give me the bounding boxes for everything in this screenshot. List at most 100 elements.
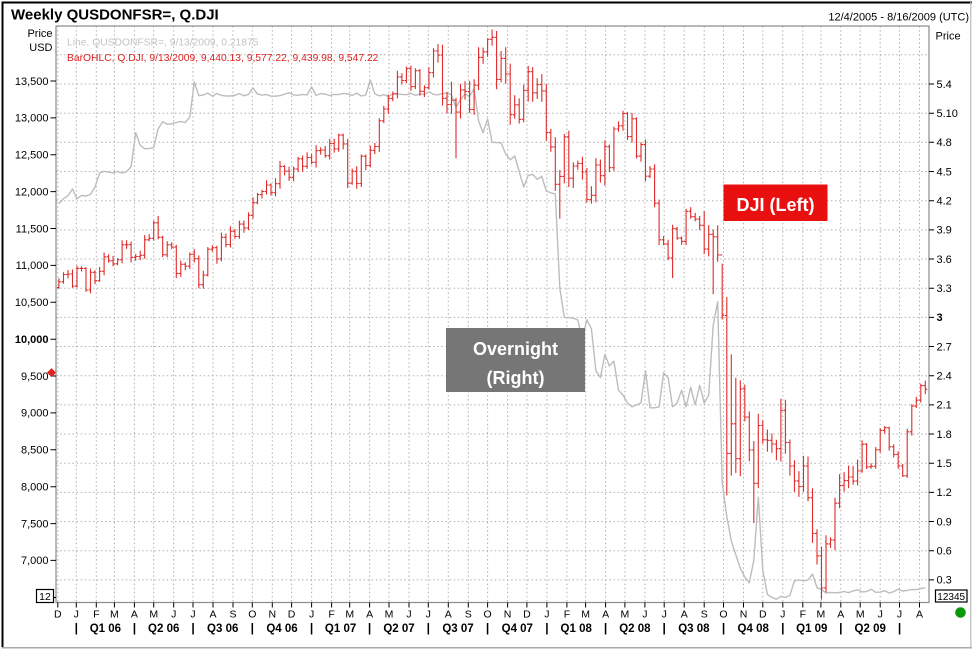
svg-text:A: A	[681, 609, 688, 621]
svg-text:2.4: 2.4	[937, 371, 952, 383]
svg-text:Q3 06: Q3 06	[207, 623, 238, 635]
svg-text:M: M	[621, 609, 630, 621]
svg-text:Line, QUSDONFSR=, 9/13/2009, 0: Line, QUSDONFSR=, 9/13/2009, 0.21875	[67, 38, 259, 49]
svg-text:O: O	[719, 609, 727, 621]
svg-text:J: J	[878, 609, 883, 621]
svg-text:F: F	[328, 609, 334, 621]
svg-text:A: A	[209, 609, 216, 621]
svg-text:8,000: 8,000	[21, 482, 49, 494]
svg-text:A: A	[602, 609, 609, 621]
svg-text:13,000: 13,000	[15, 113, 49, 125]
svg-text:DJI (Left): DJI (Left)	[737, 195, 815, 215]
svg-text:0.3: 0.3	[937, 575, 952, 587]
svg-text:5.10: 5.10	[937, 108, 958, 120]
svg-text:1.2: 1.2	[937, 487, 952, 499]
svg-text:13,500: 13,500	[15, 76, 49, 88]
svg-text:(Right): (Right)	[487, 368, 545, 388]
svg-text:Q4 08: Q4 08	[738, 623, 770, 635]
svg-text:Q3 07: Q3 07	[442, 623, 473, 635]
svg-text:M: M	[110, 609, 119, 621]
svg-text:S: S	[465, 609, 472, 621]
svg-text:N: N	[504, 609, 512, 621]
svg-text:|: |	[781, 621, 784, 635]
svg-text:4.8: 4.8	[937, 137, 952, 149]
svg-text:|: |	[310, 621, 313, 635]
svg-text:Q2 09: Q2 09	[855, 623, 886, 635]
svg-text:4.2: 4.2	[937, 196, 952, 208]
svg-text:2.7: 2.7	[937, 341, 952, 353]
svg-text:USD: USD	[29, 42, 52, 54]
svg-text:|: |	[663, 621, 666, 635]
svg-text:M: M	[385, 609, 394, 621]
svg-text:A: A	[445, 609, 452, 621]
svg-text:3.9: 3.9	[937, 225, 952, 237]
svg-text:Q4 07: Q4 07	[502, 623, 533, 635]
svg-text:D: D	[288, 609, 296, 621]
svg-text:12,500: 12,500	[15, 150, 49, 162]
svg-text:J: J	[544, 609, 549, 621]
svg-text:9,000: 9,000	[21, 408, 49, 420]
svg-text:Q1 08: Q1 08	[561, 623, 593, 635]
svg-text:12: 12	[39, 591, 51, 603]
svg-text:F: F	[93, 609, 99, 621]
svg-text:Q1 09: Q1 09	[796, 623, 827, 635]
svg-text:J: J	[642, 609, 647, 621]
svg-text:12,000: 12,000	[15, 186, 49, 198]
svg-text:Q2 06: Q2 06	[148, 623, 179, 635]
svg-text:Q2 07: Q2 07	[383, 623, 414, 635]
svg-text:|: |	[75, 621, 78, 635]
svg-text:|: |	[251, 621, 254, 635]
svg-text:J: J	[74, 609, 79, 621]
svg-text:N: N	[269, 609, 277, 621]
svg-text:1.5: 1.5	[937, 458, 952, 470]
svg-text:A: A	[837, 609, 844, 621]
svg-text:10,500: 10,500	[15, 297, 49, 309]
svg-text:11,000: 11,000	[16, 260, 49, 272]
svg-text:0.6: 0.6	[937, 546, 952, 558]
svg-text:|: |	[133, 621, 136, 635]
svg-text:M: M	[581, 609, 590, 621]
svg-text:10,000: 10,000	[15, 334, 49, 346]
svg-text:1.8: 1.8	[937, 429, 952, 441]
svg-text:Q3 08: Q3 08	[678, 623, 710, 635]
svg-text:A: A	[366, 609, 373, 621]
svg-text:J: J	[190, 609, 195, 621]
svg-text:|: |	[486, 621, 489, 635]
svg-text:|: |	[839, 621, 842, 635]
svg-text:Q4 06: Q4 06	[266, 623, 297, 635]
svg-text:A: A	[131, 609, 138, 621]
svg-text:J: J	[309, 609, 314, 621]
svg-text:S: S	[229, 609, 236, 621]
svg-text:9,500: 9,500	[21, 371, 49, 383]
svg-text:4.5: 4.5	[937, 166, 952, 178]
svg-text:8,500: 8,500	[21, 445, 49, 457]
svg-text:A: A	[916, 609, 923, 621]
svg-text:5.4: 5.4	[937, 79, 952, 91]
svg-text:BarOHLC, Q.DJI, 9/13/2009, 9,4: BarOHLC, Q.DJI, 9/13/2009, 9,440.13, 9,5…	[67, 53, 379, 64]
svg-text:Price: Price	[936, 31, 961, 43]
svg-text:Q1 06: Q1 06	[90, 623, 121, 635]
svg-text:D: D	[759, 609, 767, 621]
svg-text:Q1 07: Q1 07	[325, 623, 356, 635]
svg-text:|: |	[427, 621, 430, 635]
svg-text:J: J	[662, 609, 667, 621]
svg-text:|: |	[545, 621, 548, 635]
svg-text:|: |	[368, 621, 371, 635]
svg-text:Weekly QUSDONFSR=, Q.DJI: Weekly QUSDONFSR=, Q.DJI	[11, 7, 219, 24]
svg-text:3: 3	[937, 312, 943, 324]
svg-text:7,500: 7,500	[21, 518, 49, 530]
svg-text:M: M	[345, 609, 354, 621]
svg-text:|: |	[722, 621, 725, 635]
svg-text:0.9: 0.9	[937, 516, 952, 528]
svg-text:O: O	[248, 609, 256, 621]
svg-text:J: J	[426, 609, 431, 621]
svg-text:M: M	[817, 609, 826, 621]
svg-text:2.1: 2.1	[937, 400, 952, 412]
svg-text:S: S	[701, 609, 708, 621]
svg-text:N: N	[740, 609, 748, 621]
svg-text:J: J	[406, 609, 411, 621]
svg-text:D: D	[54, 609, 62, 621]
svg-text:|: |	[604, 621, 607, 635]
svg-text:J: J	[780, 609, 785, 621]
svg-text:11,500: 11,500	[16, 223, 49, 235]
